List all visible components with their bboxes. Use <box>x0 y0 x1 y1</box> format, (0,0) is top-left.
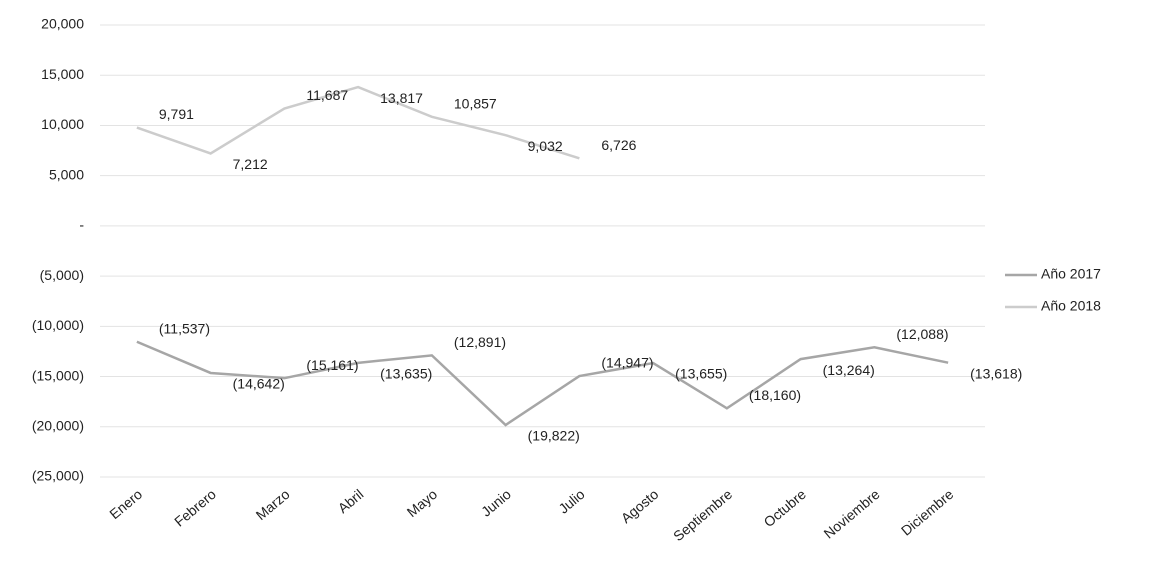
data-label: 10,857 <box>454 96 497 112</box>
y-tick-label: 5,000 <box>49 166 84 182</box>
data-label: 7,212 <box>233 156 268 172</box>
y-tick-label: 10,000 <box>41 116 84 132</box>
y-tick-label: (15,000) <box>32 367 84 383</box>
x-tick-label: Marzo <box>253 486 293 523</box>
data-label: 6,726 <box>601 137 636 153</box>
data-label: (14,642) <box>233 376 285 392</box>
legend-label: Año 2017 <box>1041 266 1101 282</box>
x-tick-label: Diciembre <box>898 486 957 539</box>
x-tick-label: Abril <box>335 486 367 516</box>
data-label: (11,537) <box>159 320 210 336</box>
data-label: 9,791 <box>159 106 194 122</box>
data-label: (13,264) <box>823 362 875 378</box>
x-tick-label: Enero <box>106 486 145 522</box>
data-label: (19,822) <box>528 428 580 444</box>
data-label: (13,618) <box>970 365 1022 381</box>
data-label: 9,032 <box>528 138 563 154</box>
data-label: (13,655) <box>675 366 727 382</box>
x-tick-label: Octubre <box>760 486 809 530</box>
y-tick-label: (20,000) <box>32 417 84 433</box>
x-tick-label: Septiembre <box>670 486 735 544</box>
y-tick-label: (10,000) <box>32 317 84 333</box>
data-label: 11,687 <box>306 87 348 103</box>
data-label: (15,161) <box>306 357 358 373</box>
x-tick-label: Noviembre <box>821 486 883 542</box>
y-tick-label: (5,000) <box>40 267 84 283</box>
x-tick-label: Junio <box>478 486 514 520</box>
data-label: (12,891) <box>454 334 506 350</box>
y-tick-label: (25,000) <box>32 468 84 484</box>
data-label: (12,088) <box>896 326 948 342</box>
series-line <box>136 85 580 160</box>
y-tick-label: 20,000 <box>41 16 84 32</box>
data-label: (18,160) <box>749 387 801 403</box>
data-label: (13,635) <box>380 366 432 382</box>
x-tick-label: Mayo <box>404 486 441 520</box>
y-tick-label: 15,000 <box>41 66 84 82</box>
x-tick-label: Febrero <box>171 486 219 530</box>
x-tick-label: Agosto <box>618 486 662 526</box>
data-label: 13,817 <box>380 90 423 106</box>
legend-label: Año 2018 <box>1041 298 1101 314</box>
data-label: (14,947) <box>601 355 653 371</box>
y-tick-label: - <box>79 217 84 233</box>
series-line <box>136 340 949 427</box>
x-tick-label: Julio <box>555 486 588 517</box>
